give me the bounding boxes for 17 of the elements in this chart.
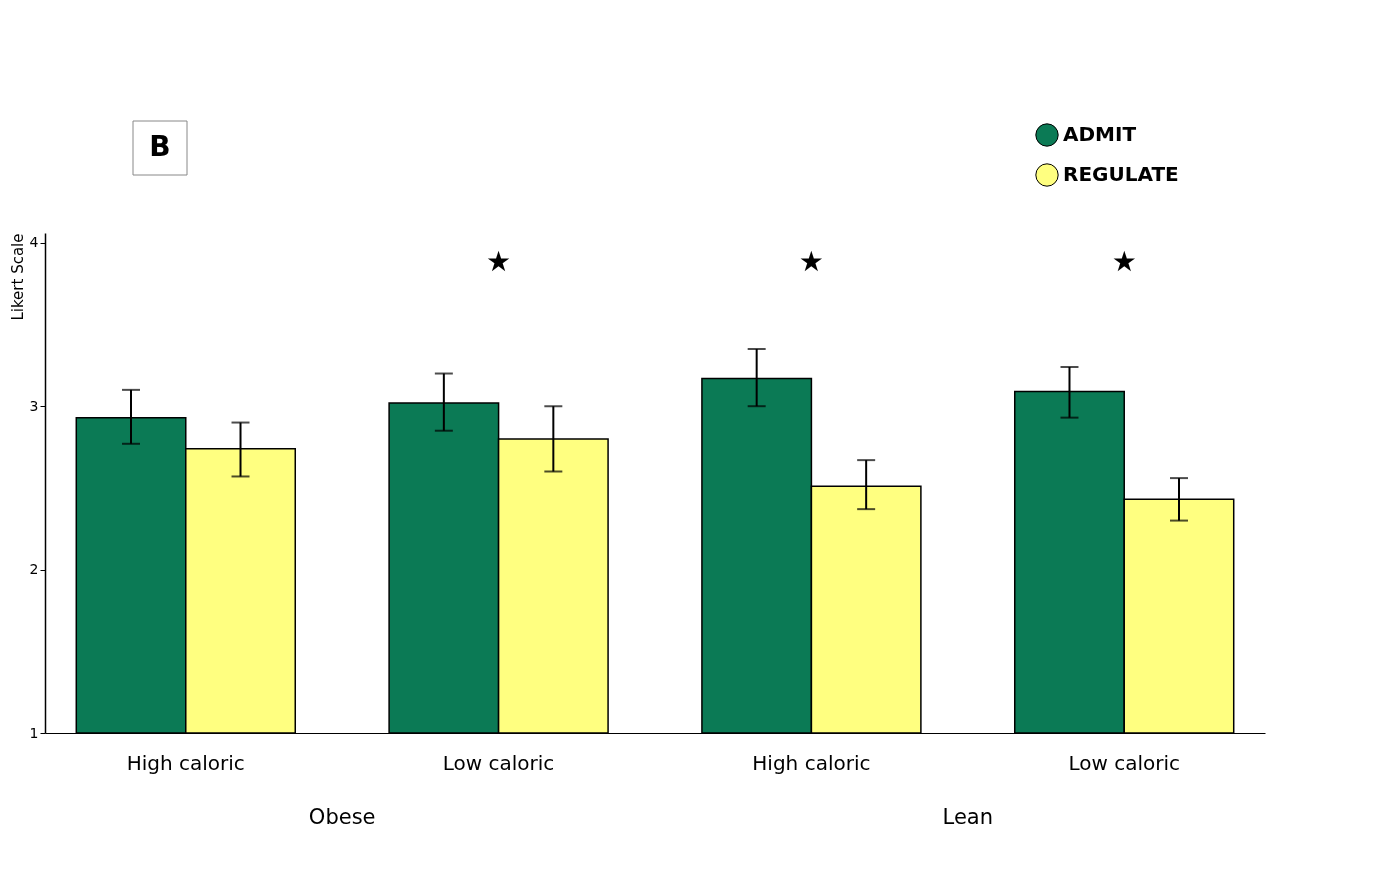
text: Obese (308, 805, 376, 829)
x-tick-label: Low caloric (1068, 750, 1181, 775)
y-tick-label: 4 (29, 234, 39, 251)
text: Lean (942, 805, 994, 829)
annotation: ★ (1111, 245, 1137, 278)
y-tick-label: 3 (29, 397, 39, 414)
annotation: ★ (798, 245, 824, 278)
annotation: ★ (486, 245, 512, 278)
x-tick-label: High caloric (126, 750, 245, 775)
y-tick-label: 1 (29, 724, 39, 741)
x-tick-label: Low caloric (442, 750, 555, 775)
legend-label: ADMIT (1063, 122, 1137, 146)
x-tick-label: High caloric (752, 750, 871, 775)
legend-label: REGULATE (1063, 162, 1179, 186)
y-axis-title: Likert Scale (8, 233, 27, 321)
y-tick-label: 2 (29, 561, 39, 578)
text: B (149, 130, 171, 163)
